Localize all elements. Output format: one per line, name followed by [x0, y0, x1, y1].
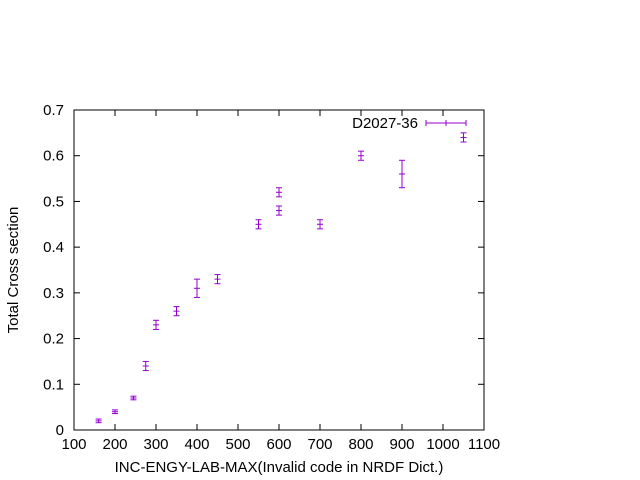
- x-tick-label: 600: [266, 436, 291, 453]
- data-point: [95, 418, 102, 424]
- x-tick-label: 200: [102, 436, 127, 453]
- x-tick-label: 1000: [426, 436, 459, 453]
- x-tick-label: 100: [61, 436, 86, 453]
- y-axis-label: Total Cross section: [5, 207, 22, 334]
- data-point: [142, 360, 149, 372]
- plot-frame: [73, 109, 485, 431]
- data-point: [112, 409, 118, 415]
- x-axis-label: INC-ENGY-LAB-MAX(Invalid code in NRDF Di…: [115, 459, 444, 476]
- y-tick-label: 0.6: [43, 148, 64, 165]
- x-tick-label: 400: [184, 436, 209, 453]
- legend-sample: [425, 120, 467, 126]
- x-tick-label: 700: [307, 436, 332, 453]
- data-point: [173, 306, 180, 317]
- x-tick-label: 500: [225, 436, 250, 453]
- data-point: [194, 278, 200, 298]
- data-point: [358, 150, 364, 161]
- data-point: [276, 205, 282, 216]
- data-point: [399, 159, 405, 189]
- y-tick-label: 0: [56, 422, 64, 439]
- legend-label: D2027-36: [352, 115, 418, 132]
- x-tick-label: 1100: [468, 436, 500, 453]
- y-tick-label: 0.7: [43, 102, 64, 119]
- data-point: [255, 219, 262, 230]
- data-point: [153, 319, 159, 330]
- y-tick-label: 0.1: [43, 376, 64, 393]
- x-tick-label: 900: [389, 436, 414, 453]
- data-point: [276, 187, 282, 198]
- data-point: [317, 219, 323, 230]
- y-tick-label: 0.5: [43, 193, 64, 210]
- x-tick-label: 300: [143, 436, 168, 453]
- x-tick-label: 800: [348, 436, 373, 453]
- data-point: [460, 132, 467, 143]
- y-tick-label: 0.2: [43, 331, 64, 348]
- data-point: [130, 395, 137, 401]
- y-tick-label: 0.4: [43, 239, 64, 256]
- data-point: [214, 274, 221, 285]
- y-tick-label: 0.3: [43, 285, 64, 302]
